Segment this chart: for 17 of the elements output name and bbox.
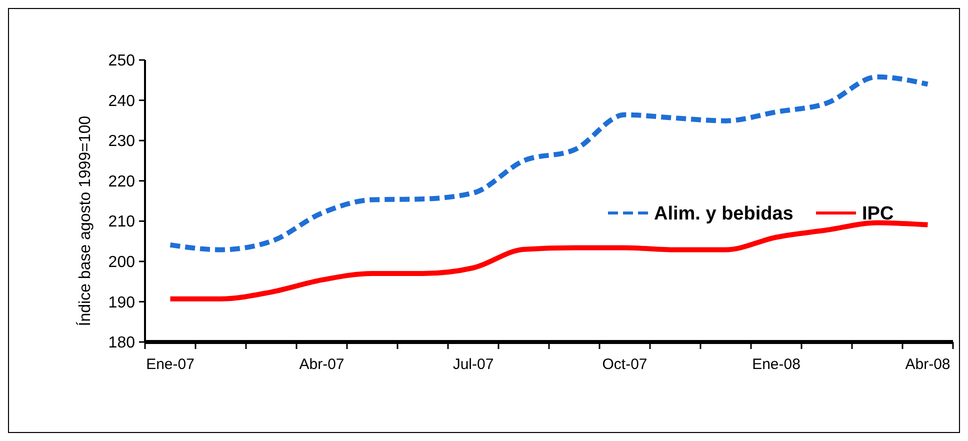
y-tick-label: 190: [108, 294, 136, 312]
x-tick-label: Abr-08: [905, 356, 950, 373]
x-tick-label: Jul-07: [452, 356, 494, 373]
y-tick-label: 210: [108, 214, 136, 231]
legend-label: IPC: [862, 204, 894, 225]
x-tick-label: Ene-07: [146, 356, 194, 373]
y-tick-label: 240: [108, 92, 136, 110]
y-tick-label: 220: [108, 173, 136, 190]
y-tick-label: 250: [108, 52, 136, 70]
y-axis-title: Índice base agosto 1999=100: [76, 116, 94, 326]
y-tick-label: 200: [108, 254, 136, 272]
x-tick-label: Oct-07: [602, 356, 648, 373]
x-tick-label: Ene-08: [752, 356, 800, 373]
legend-label: Alim. y bebidas: [654, 204, 794, 225]
y-tick-label: 180: [108, 334, 136, 352]
y-tick-label: 230: [108, 133, 136, 150]
x-tick-label: Abr-07: [299, 356, 344, 373]
